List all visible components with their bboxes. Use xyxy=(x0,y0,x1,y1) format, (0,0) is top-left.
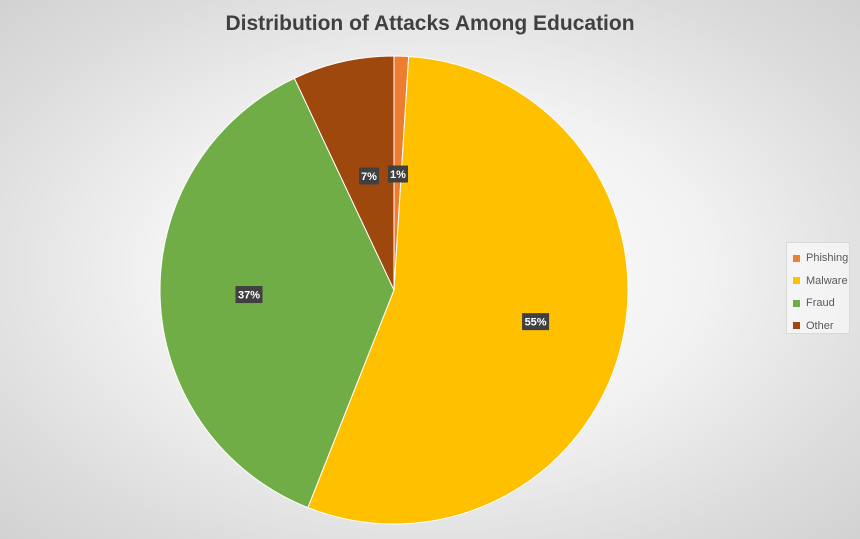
data-label-phishing: 1% xyxy=(388,165,408,183)
legend-item-malware: Malware xyxy=(793,270,849,293)
data-label-fraud: 37% xyxy=(235,286,263,304)
chart-title: Distribution of Attacks Among Education xyxy=(225,12,635,35)
legend-swatch xyxy=(793,322,800,330)
pie-slice-other xyxy=(293,55,395,291)
svg-text:55%: 55% xyxy=(525,317,547,329)
svg-text:7%: 7% xyxy=(361,171,377,183)
legend-label: Phishing xyxy=(806,252,849,265)
legend-label: Other xyxy=(806,319,834,332)
legend-swatch xyxy=(793,299,800,307)
pie-slice-fraud xyxy=(159,77,395,509)
data-label-other: 7% xyxy=(359,167,379,185)
data-label-malware: 55% xyxy=(522,313,550,331)
svg-text:1%: 1% xyxy=(390,169,406,181)
legend: Phishing Malware Fraud Other xyxy=(786,242,850,334)
legend-item-phishing: Phishing xyxy=(793,247,849,270)
legend-swatch xyxy=(793,277,800,285)
legend-item-fraud: Fraud xyxy=(793,292,849,315)
legend-swatch xyxy=(793,254,800,262)
pie-slice-malware xyxy=(307,55,629,525)
legend-label: Fraud xyxy=(806,297,835,310)
legend-label: Malware xyxy=(806,274,848,287)
legend-item-other: Other xyxy=(793,315,849,338)
svg-text:37%: 37% xyxy=(238,290,260,302)
